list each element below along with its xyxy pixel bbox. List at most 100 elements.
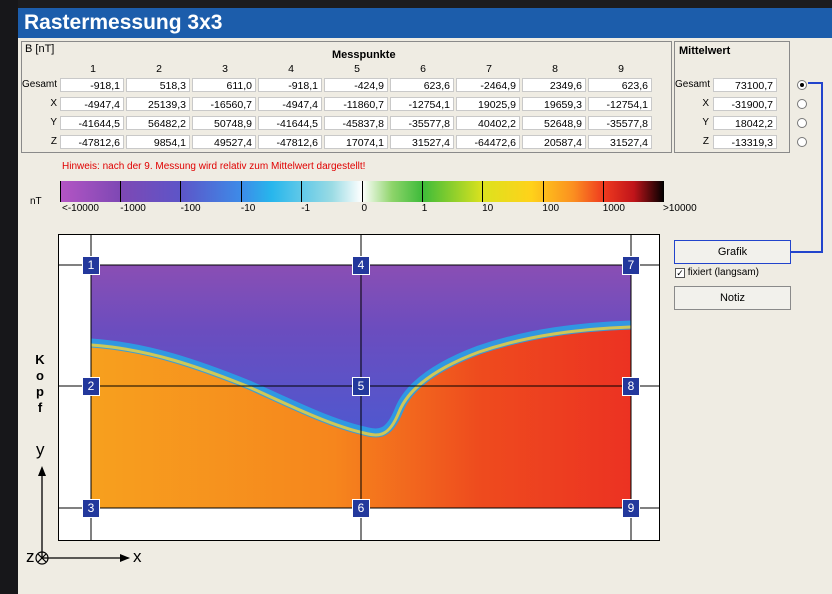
mittelwert-radio[interactable] (797, 99, 807, 109)
axis-y-label: y (36, 440, 45, 459)
column-header: 2 (156, 63, 162, 75)
title-bar: Rastermessung 3x3 (18, 8, 832, 38)
measurement-point-marker[interactable]: 4 (352, 256, 370, 275)
value-cell: 31527,4 (390, 135, 454, 149)
value-cell: 623,6 (390, 78, 454, 92)
kopf-letter: f (37, 400, 43, 415)
axis-indicator (35, 466, 130, 565)
value-cell: -35577,8 (390, 116, 454, 130)
axis-z-label: z (26, 547, 35, 566)
color-legend-bar (60, 181, 664, 202)
mittelwert-value-cell: 18042,2 (713, 116, 777, 130)
row-label: Gesamt (22, 79, 58, 90)
legend-tick-label: 1000 (602, 203, 625, 214)
legend-tick-label: 100 (542, 203, 560, 214)
value-cell: 52648,9 (522, 116, 586, 130)
measurement-point-marker[interactable]: 1 (82, 256, 100, 275)
value-cell: -2464,9 (456, 78, 520, 92)
value-cell: 31527,4 (588, 135, 652, 149)
legend-tick-label: -100 (180, 203, 201, 214)
column-header: 1 (90, 63, 96, 75)
value-cell: 623,6 (588, 78, 652, 92)
mittelwert-header: Mittelwert (679, 45, 731, 57)
mittelwert-radio[interactable] (797, 118, 807, 128)
fixiert-label: fixiert (langsam) (687, 267, 759, 278)
fixiert-checkbox-row[interactable]: ✓ fixiert (langsam) (675, 267, 759, 278)
hint-text: Hinweis: nach der 9. Messung wird relati… (62, 161, 366, 172)
mittelwert-panel: Mittelwert Gesamt 73100,7 X -31900,7 Y 18042,… (674, 41, 790, 153)
measurement-point-marker[interactable]: 3 (82, 499, 100, 518)
value-cell: 518,3 (126, 78, 190, 92)
legend-tick-label: -10 (240, 203, 256, 214)
window-title: Rastermessung 3x3 (24, 11, 223, 34)
axis-x-label: x (133, 547, 142, 566)
value-cell: -16560,7 (192, 97, 256, 111)
value-cell: -424,9 (324, 78, 388, 92)
measurement-point-marker[interactable]: 2 (82, 377, 100, 396)
mittelwert-row-label: Y (702, 117, 709, 128)
field-heatmap (59, 235, 659, 540)
value-cell: 20587,4 (522, 135, 586, 149)
row-label: X (50, 98, 57, 109)
value-cell: 25139,3 (126, 97, 190, 111)
value-cell: -47812,6 (60, 135, 124, 149)
column-header: 3 (222, 63, 228, 75)
mittelwert-radio[interactable] (797, 80, 807, 90)
value-cell: -918,1 (60, 78, 124, 92)
value-cell: -41644,5 (60, 116, 124, 130)
grafik-button[interactable]: Grafik (674, 240, 791, 264)
connector-line (789, 82, 823, 253)
value-cell: 56482,2 (126, 116, 190, 130)
value-cell: 19025,9 (456, 97, 520, 111)
value-cell: -4947,4 (60, 97, 124, 111)
kopf-letter: o (36, 368, 44, 383)
row-label: Z (50, 136, 57, 147)
kopf-letter: K (35, 352, 45, 367)
mittelwert-row-label: X (702, 98, 709, 109)
mittelwert-row-label: Z (702, 136, 709, 147)
unit-label: B [nT] (25, 43, 55, 55)
column-header: 8 (552, 63, 558, 75)
value-cell: 49527,4 (192, 135, 256, 149)
value-cell: -4947,4 (258, 97, 322, 111)
legend-tick-label: <-10000 (62, 203, 99, 214)
field-plot[interactable]: 1 2 3 4 5 6 7 8 9 (58, 234, 660, 541)
legend-unit-label: nT (30, 196, 42, 207)
value-cell: -45837,8 (324, 116, 388, 130)
messpunkte-header: Messpunkte (332, 49, 396, 61)
left-dark-strip (0, 0, 18, 594)
measurement-point-marker[interactable]: 7 (622, 256, 640, 275)
value-cell: -41644,5 (258, 116, 322, 130)
legend-tick-label: >10000 (663, 203, 697, 214)
legend-tick-label: 1 (421, 203, 428, 214)
value-cell: -12754,1 (588, 97, 652, 111)
fixiert-checkbox[interactable]: ✓ (675, 267, 685, 278)
measurement-point-marker[interactable]: 8 (622, 377, 640, 396)
value-cell: 17074,1 (324, 135, 388, 149)
value-cell: 19659,3 (522, 97, 586, 111)
mittelwert-radio[interactable] (797, 137, 807, 147)
value-cell: 50748,9 (192, 116, 256, 130)
column-header: 4 (288, 63, 294, 75)
value-cell: -11860,7 (324, 97, 388, 111)
notiz-button[interactable]: Notiz (674, 286, 791, 310)
mittelwert-value-cell: -13319,3 (713, 135, 777, 149)
measurement-point-marker[interactable]: 9 (622, 499, 640, 518)
mittelwert-value-cell: 73100,7 (713, 78, 777, 92)
measurement-point-marker[interactable]: 5 (352, 377, 370, 396)
column-header: 6 (420, 63, 426, 75)
value-cell: 40402,2 (456, 116, 520, 130)
mittelwert-value-cell: -31900,7 (713, 97, 777, 111)
value-cell: -12754,1 (390, 97, 454, 111)
value-cell: -64472,6 (456, 135, 520, 149)
legend-tick-label: -1000 (120, 203, 146, 214)
legend-tick-label: 10 (482, 203, 494, 214)
value-cell: -35577,8 (588, 116, 652, 130)
measurement-point-marker[interactable]: 6 (352, 499, 370, 518)
mittelwert-row-label: Gesamt (675, 79, 711, 90)
column-header: 9 (618, 63, 624, 75)
value-cell: 2349,6 (522, 78, 586, 92)
